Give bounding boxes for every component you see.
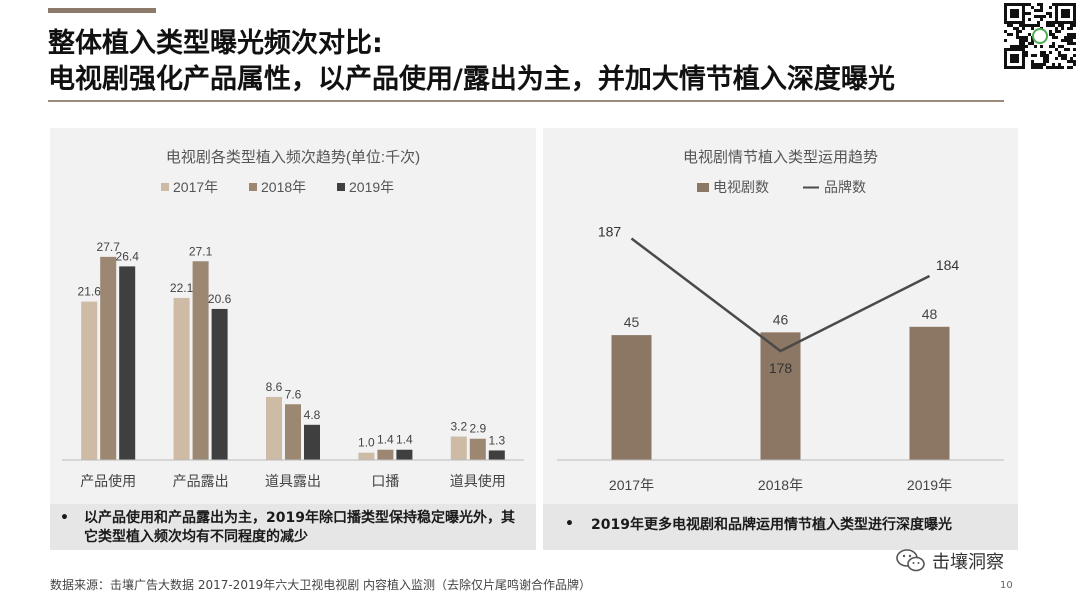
category-label: 2018年	[758, 477, 803, 493]
bar-value-label: 20.6	[208, 292, 232, 306]
legend-swatch	[161, 183, 169, 191]
bar-value-label: 7.6	[285, 387, 302, 401]
left-conclusion: • 以产品使用和产品露出为主，2019年除口播类型保持稳定曝光外，其它类型植入频…	[50, 504, 536, 550]
bar-value-label: 3.2	[450, 420, 467, 434]
bar	[358, 452, 375, 460]
data-source: 数据来源：击壤广告大数据 2017-2019年六大卫视电视剧 内容植入监测（去除…	[50, 578, 592, 592]
title-line-1: 整体植入类型曝光频次对比:	[48, 28, 383, 59]
bar-value-label: 48	[922, 306, 938, 322]
right-conclusion-text: 2019年更多电视剧和品牌运用情节植入类型进行深度曝光	[591, 517, 952, 533]
bar-value-label: 26.4	[116, 249, 140, 263]
brand-mark: 击壤洞察	[896, 548, 1004, 574]
bar	[469, 438, 486, 460]
legend-entry: 品牌数	[824, 179, 866, 195]
category-label: 2017年	[609, 477, 654, 493]
bar-value-label: 1.4	[377, 433, 394, 447]
bar	[377, 449, 394, 460]
bar	[100, 256, 117, 460]
line-value-label: 178	[769, 360, 793, 376]
category-label: 口播	[371, 473, 399, 489]
bar-value-label: 1.0	[358, 436, 375, 450]
title-accent-bar	[48, 8, 156, 13]
legend-entry: 电视剧数	[713, 179, 769, 195]
legend-swatch	[337, 183, 345, 191]
wechat-icon	[896, 549, 925, 572]
legend-entry: 2019年	[349, 179, 394, 195]
bar-value-label: 4.8	[304, 408, 321, 422]
bar-value-label: 1.3	[488, 433, 505, 447]
bar-value-label: 27.7	[97, 240, 121, 254]
bar	[909, 326, 950, 460]
line-value-label: 184	[936, 257, 960, 273]
bar-value-label: 22.1	[170, 281, 194, 295]
page-number: 10	[1000, 580, 1013, 591]
bar-value-label: 8.6	[266, 380, 283, 394]
category-label: 2019年	[907, 477, 952, 493]
bar	[173, 297, 190, 460]
qr-code-icon	[1004, 2, 1076, 70]
bar	[192, 261, 209, 460]
bullet-marker: •	[60, 510, 69, 526]
brand-count-line	[630, 237, 931, 353]
right-chart-title: 电视剧情节植入类型运用趋势	[683, 149, 878, 166]
bar	[611, 335, 652, 460]
category-label: 产品使用	[80, 473, 136, 489]
left-conclusion-text: 以产品使用和产品露出为主，2019年除口播类型保持稳定曝光外，其它类型植入频次均…	[84, 510, 515, 545]
bar-value-label: 21.6	[78, 285, 102, 299]
bar-value-label: 2.9	[469, 422, 486, 436]
bar	[81, 301, 98, 460]
bar	[285, 404, 301, 460]
category-label: 道具露出	[265, 473, 321, 489]
category-label: 产品露出	[173, 473, 229, 489]
bar	[396, 449, 413, 460]
left-chart-panel: 电视剧各类型植入频次趋势(单位:千次) 2017年 2018年 2019年 21.6 27…	[50, 128, 536, 550]
brand-name: 击壤洞察	[932, 552, 1004, 573]
line-value-label: 187	[598, 224, 622, 240]
bar	[211, 308, 228, 460]
bar-value-label: 46	[773, 311, 789, 327]
title-line-2: 电视剧强化产品属性，以产品使用/露出为主，并加大情节植入深度曝光	[48, 64, 895, 95]
bar	[488, 450, 505, 460]
title-divider	[48, 100, 1004, 102]
page-title: 整体植入类型曝光频次对比: 电视剧强化产品属性，以产品使用/露出为主，并加大情节…	[48, 26, 895, 98]
bar	[450, 436, 467, 460]
left-chart: 电视剧各类型植入频次趋势(单位:千次) 2017年 2018年 2019年 21.6 27…	[62, 149, 524, 489]
legend-swatch	[697, 183, 709, 192]
bar	[119, 266, 136, 460]
category-label: 道具使用	[450, 473, 506, 489]
legend-swatch	[249, 183, 257, 191]
bar	[266, 396, 282, 460]
bar-value-label: 45	[624, 314, 640, 330]
bar-value-label: 1.4	[396, 433, 413, 447]
bar	[760, 332, 801, 460]
right-chart-panel: 电视剧情节植入类型运用趋势电视剧数 品牌数 45 2017年 46 2018年 48 2019…	[543, 128, 1018, 550]
bar-value-label: 27.1	[189, 244, 213, 258]
legend-entry: 2017年	[173, 179, 218, 195]
right-conclusion: • 2019年更多电视剧和品牌运用情节植入类型进行深度曝光	[543, 504, 1018, 550]
bar	[304, 424, 320, 460]
legend-entry: 2018年	[261, 179, 306, 195]
left-chart-title: 电视剧各类型植入频次趋势(单位:千次)	[166, 149, 420, 166]
bullet-marker: •	[565, 516, 574, 532]
